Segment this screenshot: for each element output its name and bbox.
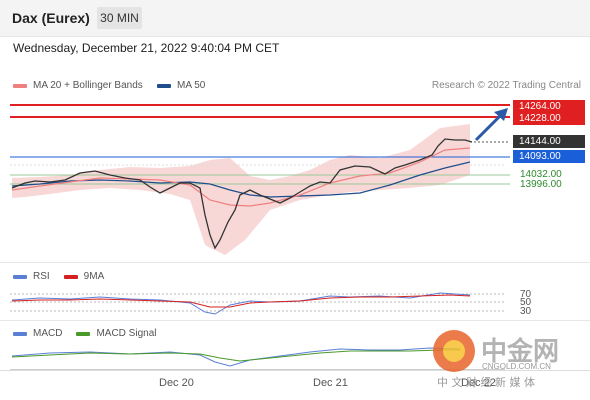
rsi-label: RSI — [33, 271, 50, 282]
level-s1: 14032.00 — [520, 169, 562, 180]
macd-signal-line — [11, 349, 460, 362]
watermark-tagline: 中 文 财 经 新 媒 体 — [437, 376, 535, 389]
level-s2: 13996.00 — [520, 179, 562, 190]
divider — [0, 262, 590, 263]
macd-signal-label: MACD Signal — [96, 328, 157, 339]
level-last: 14144.00 — [513, 135, 585, 148]
ma20-swatch — [13, 83, 27, 88]
legend-ma50: MA 50 — [157, 80, 205, 91]
legend-ma20: MA 20 + Bollinger Bands — [13, 80, 143, 91]
rsi-chart[interactable] — [0, 288, 590, 318]
x-label-dec22: Dec 22 — [461, 377, 496, 389]
rsi-line — [11, 292, 471, 315]
rsi-swatch — [13, 274, 27, 279]
research-credit: Research © 2022 Trading Central — [431, 80, 581, 91]
rsi-ma-label: 9MA — [83, 271, 105, 282]
macd-label: MACD — [33, 328, 63, 339]
level-pivot: 14093.00 — [513, 150, 585, 163]
x-label-dec21: Dec 21 — [313, 377, 348, 389]
ma50-label: MA 50 — [177, 80, 206, 91]
cngold-logo-icon — [433, 330, 475, 372]
x-axis — [0, 370, 590, 371]
ma50-line — [11, 161, 471, 198]
legend-macd: MACD MACD Signal — [13, 328, 156, 339]
rsi-level-30: 30 — [520, 306, 532, 317]
macd-swatch — [13, 331, 27, 336]
macd-signal-swatch — [76, 331, 91, 336]
instrument-title: Dax (Eurex) — [12, 10, 90, 26]
rsi-ma-swatch — [63, 274, 78, 279]
level-r2: 14264.00 — [513, 100, 585, 113]
ma50-swatch — [157, 83, 171, 88]
level-r1: 14228.00 — [513, 112, 585, 125]
price-line — [11, 138, 473, 250]
divider — [0, 320, 590, 321]
rsi-level-50: 50 — [520, 297, 532, 308]
timestamp: Wednesday, December 21, 2022 9:40:04 PM … — [13, 41, 280, 55]
trend-arrow — [474, 112, 504, 142]
bollinger-band — [12, 124, 470, 255]
watermark-url: CNGOLD.COM.CN — [482, 362, 551, 371]
ma20-label: MA 20 + Bollinger Bands — [33, 80, 143, 91]
legend-rsi: RSI 9MA — [13, 271, 104, 282]
timeframe-button[interactable]: 30 MIN — [97, 7, 142, 29]
rsi-ma-line — [11, 294, 471, 308]
x-label-dec20: Dec 20 — [159, 377, 194, 389]
rsi-level-70: 70 — [520, 289, 532, 300]
header-bar: Dax (Eurex) 30 MIN — [0, 0, 590, 37]
ma20-line — [11, 147, 471, 207]
watermark-name: 中金网 — [481, 337, 560, 367]
price-chart[interactable] — [0, 95, 590, 265]
trend-arrow-head — [494, 108, 508, 121]
